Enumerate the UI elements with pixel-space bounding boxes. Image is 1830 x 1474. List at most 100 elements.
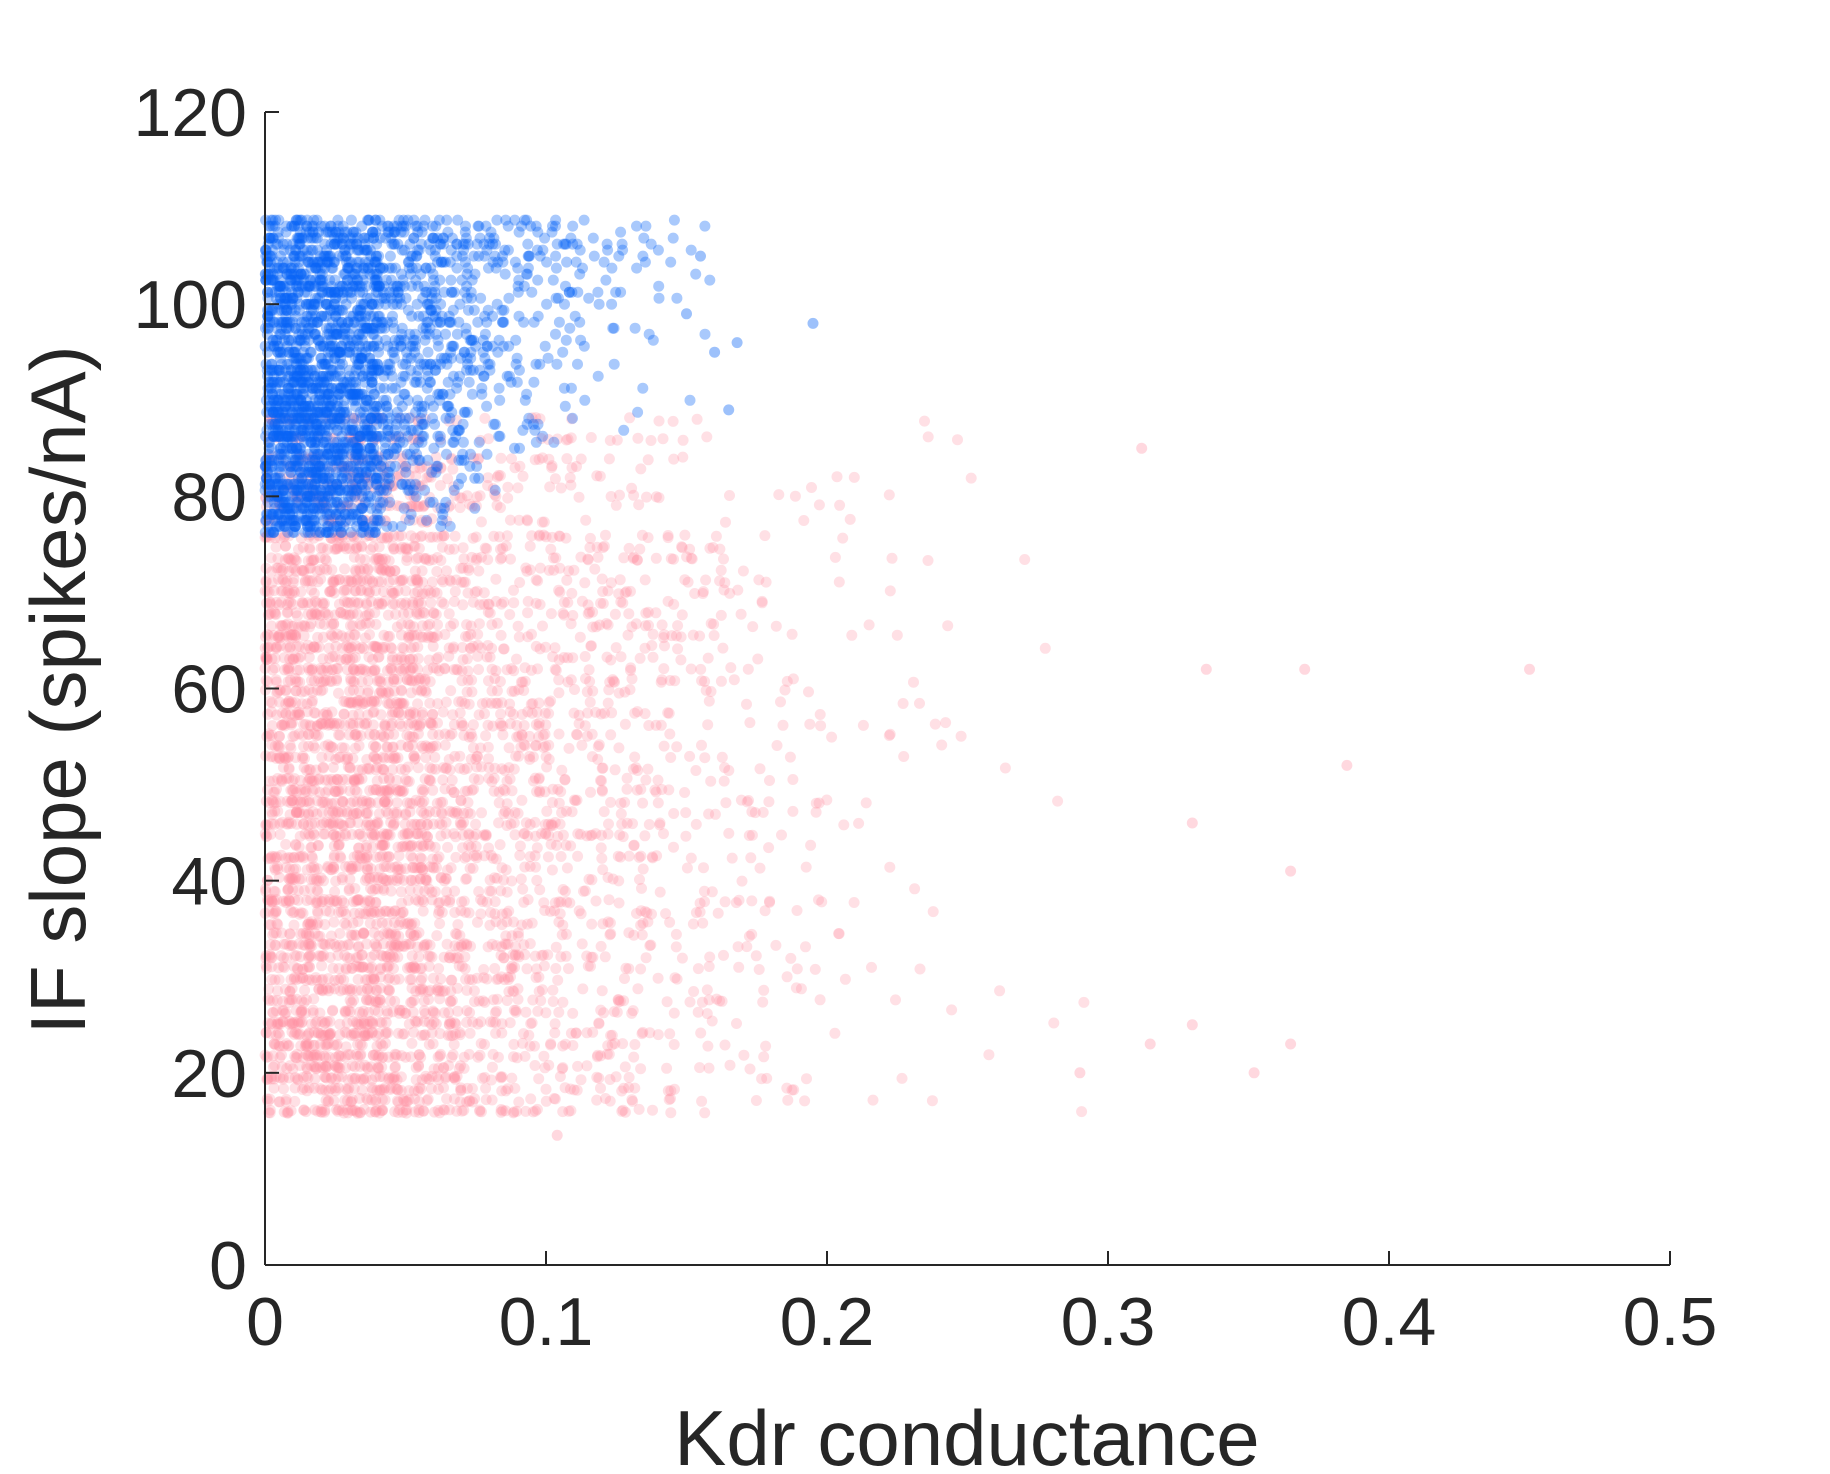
- pink-point: [639, 574, 651, 586]
- pink-point: [415, 1083, 427, 1095]
- pink-point: [284, 641, 296, 653]
- pink-point: [308, 829, 320, 841]
- pink-point: [791, 963, 803, 975]
- pink-point: [279, 529, 291, 541]
- pink-point: [385, 720, 397, 732]
- pink-point: [689, 588, 701, 599]
- pink-point: [821, 794, 833, 806]
- pink-point: [339, 1094, 351, 1106]
- pink-point: [455, 905, 467, 917]
- pink-point: [547, 996, 559, 1007]
- pink-point: [341, 952, 353, 964]
- pink-point: [449, 807, 461, 819]
- pink-point: [518, 896, 530, 908]
- pink-point: [527, 751, 539, 763]
- pink-point: [763, 796, 775, 808]
- pink-point: [546, 818, 557, 830]
- pink-point: [421, 819, 433, 831]
- pink-point: [591, 1094, 603, 1106]
- pink-point: [410, 894, 422, 906]
- pink-point: [946, 1004, 958, 1016]
- pink-point: [265, 552, 277, 564]
- pink-point: [781, 675, 793, 687]
- pink-point: [530, 640, 542, 652]
- pink-point: [358, 1017, 370, 1029]
- pink-point: [266, 1018, 278, 1030]
- pink-point: [442, 841, 454, 853]
- pink-point: [628, 1051, 640, 1063]
- pink-point: [333, 807, 345, 818]
- pink-point: [360, 610, 371, 622]
- pink-point: [339, 563, 351, 575]
- pink-point: [357, 928, 369, 940]
- pink-point: [328, 618, 340, 630]
- pink-point: [267, 1050, 279, 1062]
- pink-point: [397, 940, 409, 952]
- pink-point: [629, 707, 641, 719]
- pink-point: [557, 1062, 569, 1074]
- pink-point: [1144, 1038, 1156, 1050]
- pink-point: [356, 1084, 368, 1096]
- pink-point: [312, 840, 324, 852]
- pink-point: [368, 871, 380, 883]
- pink-point: [653, 415, 665, 427]
- pink-point: [266, 895, 278, 907]
- pink-point: [282, 752, 294, 764]
- pink-point: [286, 1017, 298, 1029]
- pink-point: [354, 1060, 366, 1072]
- pink-point: [703, 808, 715, 820]
- pink-point: [531, 786, 543, 798]
- pink-point: [524, 753, 536, 765]
- pink-point: [317, 665, 329, 676]
- pink-point: [429, 586, 440, 598]
- pink-point: [572, 850, 584, 862]
- pink-point: [810, 806, 822, 818]
- pink-point: [369, 907, 381, 918]
- pink-point: [503, 808, 514, 820]
- pink-point: [411, 684, 423, 696]
- pink-point: [333, 687, 344, 699]
- pink-point: [360, 618, 372, 630]
- pink-point: [353, 1019, 365, 1030]
- pink-point: [1052, 795, 1064, 807]
- pink-point: [419, 607, 431, 619]
- pink-point: [294, 830, 306, 842]
- pink-point: [358, 928, 370, 939]
- pink-point: [804, 718, 816, 730]
- pink-point: [496, 697, 508, 709]
- pink-point: [416, 1074, 428, 1086]
- pink-point: [441, 565, 452, 577]
- pink-point: [283, 772, 295, 784]
- pink-point: [532, 663, 543, 675]
- pink-point: [698, 862, 709, 874]
- pink-point: [281, 663, 293, 675]
- pink-point: [280, 707, 292, 719]
- pink-point: [317, 762, 329, 774]
- pink-point: [741, 941, 753, 953]
- pink-point: [736, 875, 748, 887]
- pink-point: [658, 629, 670, 641]
- pink-point: [417, 501, 429, 513]
- pink-point: [320, 1052, 332, 1064]
- pink-point: [267, 1061, 279, 1073]
- pink-point: [341, 919, 352, 931]
- pink-point: [392, 470, 404, 482]
- pink-point: [267, 796, 279, 808]
- pink-point: [652, 797, 664, 809]
- pink-point: [349, 729, 361, 741]
- pink-point: [404, 797, 416, 809]
- pink-point: [388, 753, 400, 765]
- pink-point: [327, 664, 339, 676]
- pink-point: [290, 607, 302, 619]
- pink-point: [621, 772, 633, 784]
- pink-point: [280, 752, 292, 764]
- pink-point: [696, 739, 707, 751]
- pink-point: [397, 829, 409, 841]
- pink-point: [361, 599, 373, 611]
- pink-point: [595, 1050, 607, 1062]
- pink-point: [522, 706, 534, 718]
- pink-point: [369, 938, 381, 950]
- pink-point: [334, 850, 346, 862]
- pink-point: [694, 630, 706, 642]
- pink-point: [458, 553, 470, 565]
